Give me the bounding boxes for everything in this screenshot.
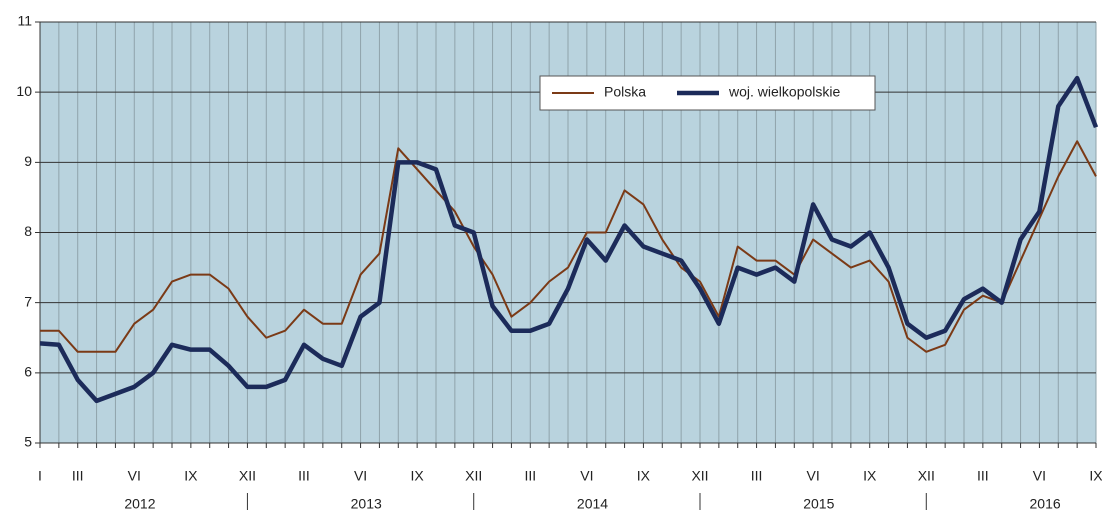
y-tick-label: 10 — [16, 83, 32, 99]
x-tick-label: III — [298, 468, 310, 484]
series-line — [40, 140, 1097, 353]
x-tick-label: IX — [411, 468, 425, 484]
y-tick-label: 11 — [17, 13, 32, 29]
year-label: 2012 — [124, 496, 155, 512]
x-tick-label: XII — [465, 468, 482, 484]
x-tick-label: XII — [691, 468, 708, 484]
year-label: 2013 — [351, 496, 382, 512]
x-tick-label: IX — [184, 468, 198, 484]
x-tick-label: VI — [580, 468, 593, 484]
year-label: 2014 — [577, 496, 608, 512]
y-tick-label: 5 — [24, 434, 32, 450]
series-line — [39, 75, 1099, 404]
x-tick-label: VI — [1033, 468, 1046, 484]
x-tick-label: III — [72, 468, 84, 484]
x-tick-label: VI — [128, 468, 141, 484]
x-tick-label: III — [751, 468, 763, 484]
x-tick-label: III — [524, 468, 536, 484]
y-tick-label: 7 — [24, 293, 32, 309]
x-tick-label: VI — [807, 468, 820, 484]
legend-label: woj. wielkopolskie — [728, 84, 840, 100]
y-tick-label: 9 — [24, 153, 32, 169]
x-tick-label: XII — [918, 468, 935, 484]
y-tick-label: 6 — [24, 364, 32, 380]
legend-label: Polska — [604, 84, 646, 100]
x-tick-label: XII — [239, 468, 256, 484]
y-tick-label: 8 — [24, 223, 32, 239]
year-label: 2016 — [1030, 496, 1061, 512]
x-tick-label: IX — [1089, 468, 1102, 484]
year-label: 2015 — [803, 496, 834, 512]
x-tick-label: IX — [863, 468, 877, 484]
x-tick-label: IX — [637, 468, 651, 484]
x-tick-label: I — [38, 468, 42, 484]
x-tick-label: VI — [354, 468, 367, 484]
x-tick-label: III — [977, 468, 989, 484]
